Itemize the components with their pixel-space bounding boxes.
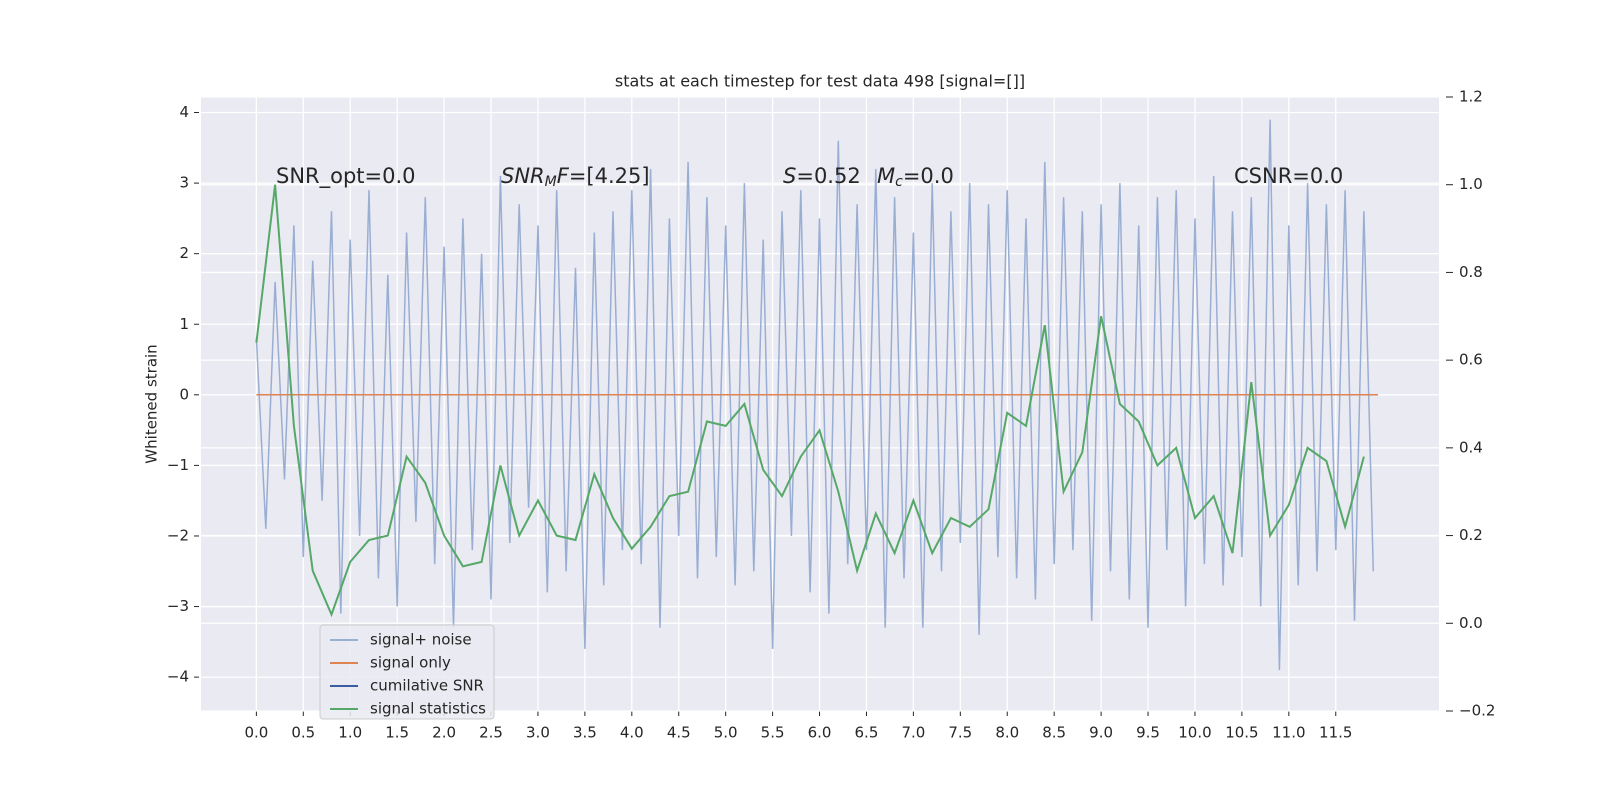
x-tick-label: 5.5 [761, 724, 785, 742]
annotation-part: S [783, 164, 796, 188]
y2-tick-label: 0.8 [1459, 263, 1483, 281]
annotation-part: SNR_opt=0.0 [276, 164, 416, 189]
marks [255, 119, 1378, 671]
y-axis-label: Whitened strain [143, 344, 161, 463]
x-tick-label: 10.0 [1178, 724, 1211, 742]
grid: 0.0 0.5 1.0 1.5 2.0 2.5 3.0 3.5 4.0 4.5 5.0 5.5 6.0 6… [167, 88, 1496, 742]
x-tick-label: 6.0 [808, 724, 832, 742]
x-tick-label: 3.0 [526, 724, 550, 742]
x-tick-label: 7.5 [948, 724, 972, 742]
annotation-part: M [877, 164, 895, 188]
series-line [255, 119, 1375, 671]
y-tick-label: 2 [179, 244, 189, 262]
annotation-part: =0.0 [903, 164, 954, 188]
x-tick-label: 0.5 [291, 724, 315, 742]
y-tick-label: 0 [179, 385, 189, 403]
legend-label: signal+ noise [370, 631, 472, 649]
annotation-part: =0.52 [796, 164, 860, 188]
x-tick-label: 0.0 [244, 724, 268, 742]
series-line [255, 184, 1365, 618]
y2-tick-label: −0.2 [1459, 702, 1495, 720]
x-tick-label: 4.0 [620, 724, 644, 742]
y-tick-label: −1 [167, 456, 189, 474]
y2-tick-label: 0.6 [1459, 351, 1483, 369]
chart-title: stats at each timestep for test data 498… [615, 72, 1025, 91]
y-tick-label: −4 [167, 668, 189, 686]
annotation: SNRMF=[4.25] [501, 164, 650, 190]
annotation-part: M [545, 174, 557, 190]
x-tick-label: 1.0 [338, 724, 362, 742]
annotation-part: F [557, 164, 570, 188]
x-tick-label: 5.0 [714, 724, 738, 742]
y-tick-label: −2 [167, 526, 189, 544]
annotation-part: CSNR=0.0 [1234, 164, 1343, 188]
x-tick-label: 9.0 [1089, 724, 1113, 742]
annotation-part: =[4.25] [569, 164, 650, 188]
annotation: SNR_opt=0.0 [276, 164, 416, 189]
legend-label: signal only [370, 654, 451, 672]
y-tick-label: 3 [179, 174, 189, 192]
legend-box [319, 624, 495, 720]
x-tick-label: 1.5 [385, 724, 409, 742]
y-tick-label: 4 [179, 103, 189, 121]
legend-label: signal statistics [370, 700, 486, 718]
y-tick-label: −3 [167, 597, 189, 615]
x-tick-label: 2.5 [479, 724, 503, 742]
x-tick-label: 6.5 [855, 724, 879, 742]
annotation: S=0.52 [783, 164, 861, 188]
x-tick-label: 4.5 [667, 724, 691, 742]
y2-tick-label: 0.0 [1459, 614, 1483, 632]
x-tick-label: 9.5 [1136, 724, 1160, 742]
x-tick-label: 3.5 [573, 724, 597, 742]
x-tick-label: 11.0 [1272, 724, 1305, 742]
annotation-part: SNR [501, 164, 545, 188]
annotation: Mc=0.0 [877, 164, 954, 190]
y2-tick-label: 0.2 [1459, 526, 1483, 544]
legend-label: cumilative SNR [370, 677, 484, 695]
y2-tick-label: 1.0 [1459, 175, 1483, 193]
legend: signal+ noise signal only cumilative SNR si… [319, 624, 495, 720]
y2-tick-label: 1.2 [1459, 88, 1483, 106]
x-tick-label: 11.5 [1319, 724, 1352, 742]
x-tick-label: 8.0 [995, 724, 1019, 742]
x-tick-label: 8.5 [1042, 724, 1066, 742]
x-tick-label: 10.5 [1225, 724, 1258, 742]
annotations: SNR_opt=0.0 SNRMF=[4.25] S=0.52 Mc=0.0 CSNR=… [276, 164, 1343, 190]
annotation-part: c [895, 174, 903, 190]
x-tick-label: 7.0 [901, 724, 925, 742]
x-tick-label: 2.0 [432, 724, 456, 742]
y-tick-label: 1 [179, 315, 189, 333]
y2-tick-label: 0.4 [1459, 438, 1483, 456]
annotation: CSNR=0.0 [1234, 164, 1343, 188]
